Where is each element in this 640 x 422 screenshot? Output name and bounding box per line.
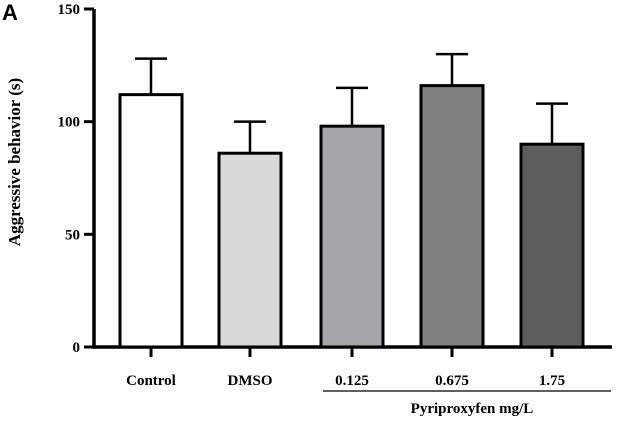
- y-tick-label: 0: [73, 340, 81, 356]
- x-tick-label: 0.675: [435, 373, 469, 389]
- y-axis-label: Aggressive behavior (s): [5, 78, 24, 246]
- y-tick-label: 150: [58, 2, 81, 18]
- y-tick-label: 50: [65, 227, 80, 243]
- x-tick-label: 1.75: [539, 373, 565, 389]
- y-tick-label: 100: [58, 115, 81, 131]
- x-tick-label: DMSO: [228, 373, 273, 389]
- panel-label: A: [2, 0, 18, 25]
- bar: [419, 84, 485, 349]
- bar: [519, 142, 585, 349]
- x-tick-label: Control: [126, 373, 176, 389]
- plot-area: 0 50 100 150 Control DMSO 0.125 0.675 1.75: [58, 2, 612, 392]
- group-label: Pyriproxyfen mg/L: [411, 401, 534, 417]
- bar: [217, 151, 283, 349]
- x-tick-label: 0.125: [335, 373, 369, 389]
- bar: [319, 124, 385, 349]
- bar: [118, 93, 184, 349]
